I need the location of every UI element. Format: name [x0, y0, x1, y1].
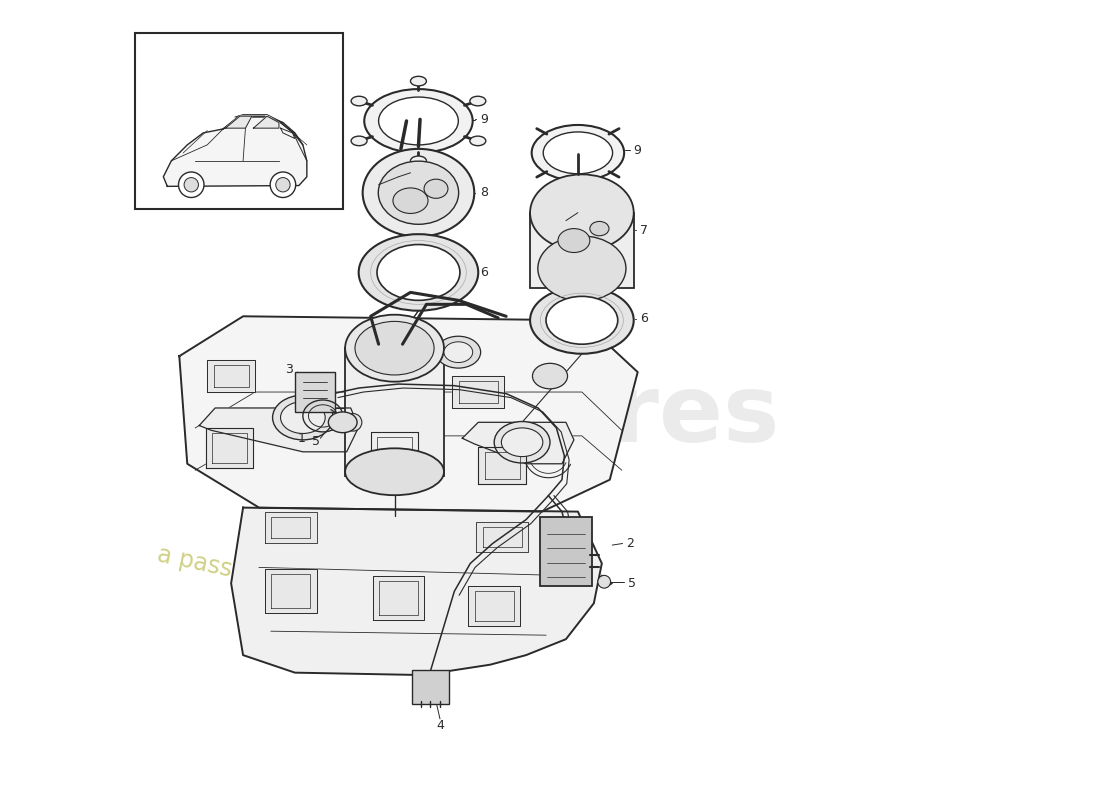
Ellipse shape: [410, 76, 427, 86]
Polygon shape: [478, 447, 526, 484]
Ellipse shape: [363, 149, 474, 237]
Polygon shape: [265, 570, 317, 614]
Text: 3: 3: [285, 363, 294, 376]
Ellipse shape: [345, 314, 444, 382]
Ellipse shape: [377, 245, 460, 300]
Ellipse shape: [532, 363, 568, 389]
Ellipse shape: [590, 222, 609, 236]
Text: eurospares: eurospares: [182, 370, 779, 462]
FancyBboxPatch shape: [530, 213, 634, 288]
Ellipse shape: [558, 229, 590, 253]
Ellipse shape: [280, 402, 326, 434]
Ellipse shape: [364, 89, 473, 153]
Text: 6: 6: [640, 312, 648, 325]
Circle shape: [597, 575, 611, 588]
Circle shape: [178, 172, 204, 198]
Ellipse shape: [378, 161, 459, 224]
Ellipse shape: [494, 422, 550, 463]
Ellipse shape: [393, 188, 428, 214]
Ellipse shape: [345, 448, 444, 495]
FancyBboxPatch shape: [412, 670, 449, 704]
Ellipse shape: [546, 296, 618, 344]
Ellipse shape: [351, 96, 367, 106]
Ellipse shape: [502, 428, 542, 457]
Polygon shape: [226, 116, 252, 128]
Text: 2: 2: [627, 537, 635, 550]
Ellipse shape: [351, 136, 367, 146]
Ellipse shape: [378, 97, 459, 145]
Text: 7: 7: [640, 224, 648, 237]
Text: a passion for parts since 1985: a passion for parts since 1985: [155, 542, 509, 640]
Polygon shape: [179, 316, 638, 512]
FancyBboxPatch shape: [295, 372, 334, 412]
Polygon shape: [373, 576, 425, 620]
Polygon shape: [199, 408, 359, 452]
Ellipse shape: [355, 322, 434, 375]
Polygon shape: [469, 586, 520, 626]
Polygon shape: [462, 422, 574, 464]
Circle shape: [276, 178, 290, 192]
Text: 9: 9: [480, 113, 487, 126]
FancyBboxPatch shape: [135, 34, 343, 209]
Polygon shape: [253, 116, 279, 128]
Text: 9: 9: [634, 144, 641, 157]
Polygon shape: [265, 513, 317, 542]
Text: 1: 1: [297, 432, 305, 445]
Polygon shape: [476, 522, 528, 552]
Ellipse shape: [543, 132, 613, 174]
Text: 5: 5: [312, 435, 320, 448]
Ellipse shape: [530, 174, 634, 251]
Ellipse shape: [410, 156, 427, 166]
Text: 6: 6: [480, 266, 487, 279]
Ellipse shape: [470, 136, 486, 146]
Circle shape: [271, 172, 296, 198]
Polygon shape: [206, 428, 253, 468]
FancyBboxPatch shape: [540, 517, 592, 586]
Ellipse shape: [530, 286, 634, 354]
Polygon shape: [371, 432, 418, 472]
Polygon shape: [163, 117, 307, 186]
Ellipse shape: [273, 395, 333, 440]
Polygon shape: [452, 376, 504, 408]
Text: 8: 8: [480, 186, 487, 199]
Ellipse shape: [444, 342, 473, 362]
FancyBboxPatch shape: [345, 348, 444, 476]
Ellipse shape: [359, 234, 478, 310]
Polygon shape: [207, 360, 255, 392]
Text: 5: 5: [628, 577, 636, 590]
Ellipse shape: [436, 336, 481, 368]
Ellipse shape: [424, 179, 448, 198]
Circle shape: [184, 178, 198, 192]
Polygon shape: [231, 508, 602, 675]
Ellipse shape: [538, 236, 626, 301]
Circle shape: [344, 414, 362, 431]
Ellipse shape: [329, 412, 358, 433]
Ellipse shape: [531, 125, 624, 181]
Ellipse shape: [470, 96, 486, 106]
Text: 4: 4: [437, 718, 444, 732]
